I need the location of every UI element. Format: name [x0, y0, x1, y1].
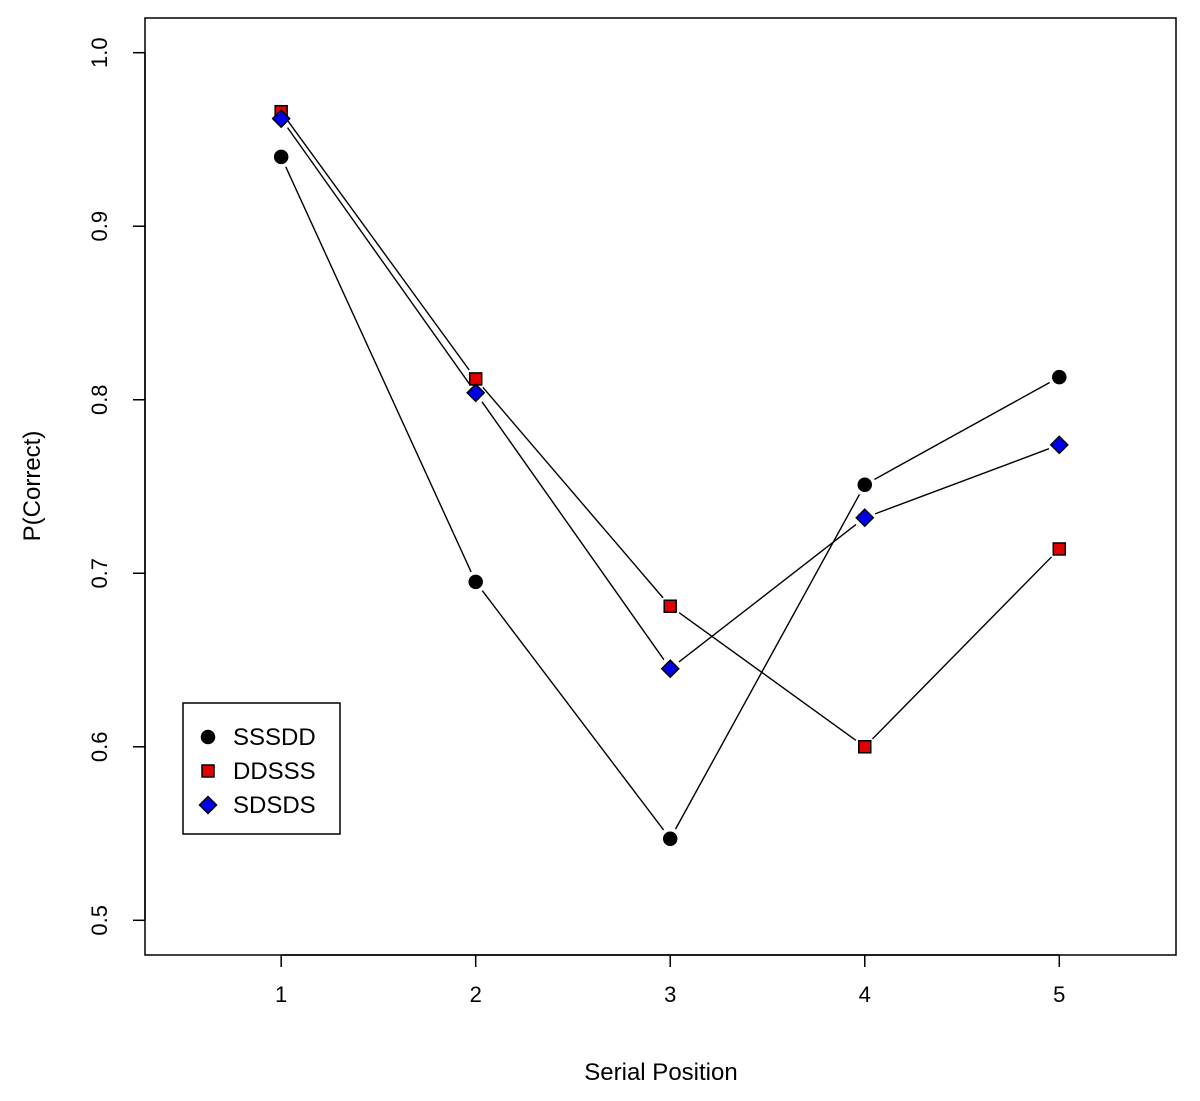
series-line-sssdd [674, 494, 861, 830]
legend-label-sdsds: SDSDS [233, 792, 316, 819]
series-line-sssdd [874, 381, 1050, 481]
series-line-sssdd [481, 590, 665, 831]
series-line-ddsss [871, 556, 1053, 740]
point-ddsss [1052, 542, 1067, 556]
point-ddsss [468, 372, 483, 386]
point-sdsds [855, 508, 875, 528]
series-markers [271, 104, 1069, 846]
series-line-ddsss [287, 120, 470, 371]
point-sssdd [1052, 369, 1067, 385]
point-sdsds [1049, 435, 1069, 455]
point-sssdd [662, 831, 678, 846]
point-sdsds [466, 383, 486, 403]
x-tick-label: 2 [470, 982, 482, 1007]
point-ddsss [858, 740, 872, 754]
series-line-ddsss [678, 612, 857, 741]
x-axis: 1 2 3 4 5 [275, 954, 1065, 1007]
point-sdsds [660, 659, 680, 679]
y-axis-title: P(Correct) [19, 431, 46, 542]
y-axis: 0.5 0.6 0.7 0.8 0.9 1.0 [87, 37, 146, 936]
series-line-sdsds [481, 401, 665, 661]
y-tick-label: 0.6 [87, 731, 112, 762]
legend-marker-ddsss [201, 764, 215, 778]
legend: SSSDD DDSSS SDSDS [182, 702, 341, 835]
point-sssdd [857, 477, 873, 493]
legend-label-sssdd: SSSDD [233, 724, 316, 751]
legend-marker-sssdd [200, 729, 216, 745]
x-tick-label: 4 [859, 982, 871, 1007]
y-tick-label: 0.7 [87, 558, 112, 589]
x-axis-title: Serial Position [584, 1059, 737, 1086]
y-tick-label: 0.8 [87, 384, 112, 415]
series-line-sdsds [286, 127, 470, 385]
y-tick-label: 1.0 [87, 37, 112, 68]
series-line-ddsss [482, 386, 664, 599]
series-lines [285, 120, 1053, 831]
series-line-sdsds [874, 448, 1050, 515]
point-sssdd [468, 574, 483, 590]
y-tick-label: 0.5 [87, 905, 112, 936]
x-tick-label: 1 [275, 982, 287, 1007]
point-ddsss [663, 599, 677, 613]
x-tick-label: 3 [664, 982, 676, 1007]
x-tick-label: 5 [1053, 982, 1065, 1007]
series-line-sssdd [285, 166, 472, 573]
legend-label-ddsss: DDSSS [233, 758, 316, 785]
y-tick-label: 0.9 [87, 211, 112, 242]
legend-marker-sdsds [198, 795, 218, 815]
series-line-sdsds [678, 523, 857, 663]
point-sdsds [271, 109, 291, 129]
point-sssdd [273, 149, 289, 165]
